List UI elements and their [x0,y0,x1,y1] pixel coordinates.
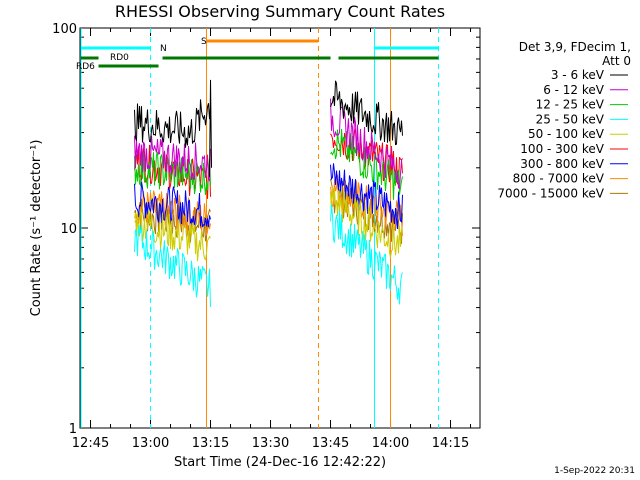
x-tick-label: 13:30 [252,436,289,451]
x-tick-label: 13:15 [192,436,229,451]
x-tick-label: 13:45 [312,436,349,451]
x-tick-label: 14:15 [432,436,469,451]
series-trace-300-800-kev-1 [134,181,211,228]
y-tick-label: 100 [52,22,77,37]
legend-header-line2: Att 0 [602,54,631,68]
legend-label-3-6-kev: 3 - 6 keV [551,68,605,82]
legend-label-300-800-kev: 300 - 800 keV [520,157,604,171]
x-tick-label: 13:00 [132,436,169,451]
series-trace-25-50-kev-1 [134,224,211,308]
tick-layer: 12:45 13:00 13:15 13:30 13:45 14:00 14:15 1 10 10… [52,22,480,451]
flag-label-rd6: RD6 [76,62,95,72]
legend-label-25-50-kev: 25 - 50 keV [536,112,605,126]
series-trace-300-800-kev-2 [330,163,403,230]
legend-label-7000-15000-kev: 7000 - 15000 keV [497,186,604,200]
legend-header-line1: Det 3,9, FDecim 1, [519,40,631,54]
series-trace-50-100-kev-2 [330,186,403,258]
legend-label-800-7000-kev: 800 - 7000 keV [513,172,605,186]
series-trace-3-6-kev-2 [330,80,403,146]
legend-label-50-100-kev: 50 - 100 keV [528,127,605,141]
x-tick-label: 12:45 [72,436,109,451]
x-axis-label: Start Time (24-Dec-16 12:42:22) [174,455,386,470]
chart-title: RHESSI Observing Summary Count Rates [115,2,445,21]
legend-label-6-12-kev: 6 - 12 keV [543,83,605,97]
y-axis-label: Count Rate (s⁻¹ detector⁻¹) [29,140,44,317]
series-layer [134,79,403,308]
y-tick-label: 1 [69,422,77,437]
flag-label-s: S [201,37,207,47]
flag-bar-layer: N S RD0 RD6 [76,37,439,72]
flag-label-rd0: RD0 [110,53,129,63]
x-tick-label: 14:00 [372,436,409,451]
series-trace-7000-15000-kev-1 [134,197,211,244]
series-trace-25-50-kev-2 [330,204,403,305]
flag-label-n: N [160,44,167,54]
legend-label-100-300-kev: 100 - 300 keV [520,142,604,156]
series-trace-800-7000-kev-1 [134,190,211,236]
series-trace-12-25-kev-2 [330,128,403,200]
series-spike-3-6-kev [209,79,213,177]
series-trace-6-12-kev-1 [134,135,211,182]
footer-date: 1-Sep-2022 20:31 [554,466,635,476]
y-tick-label: 10 [60,222,77,237]
legend-label-12-25-kev: 12 - 25 keV [536,98,605,112]
series-trace-3-6-kev-1 [134,99,211,148]
series-trace-100-300-kev-1 [134,144,211,199]
series-trace-50-100-kev-1 [134,209,211,262]
